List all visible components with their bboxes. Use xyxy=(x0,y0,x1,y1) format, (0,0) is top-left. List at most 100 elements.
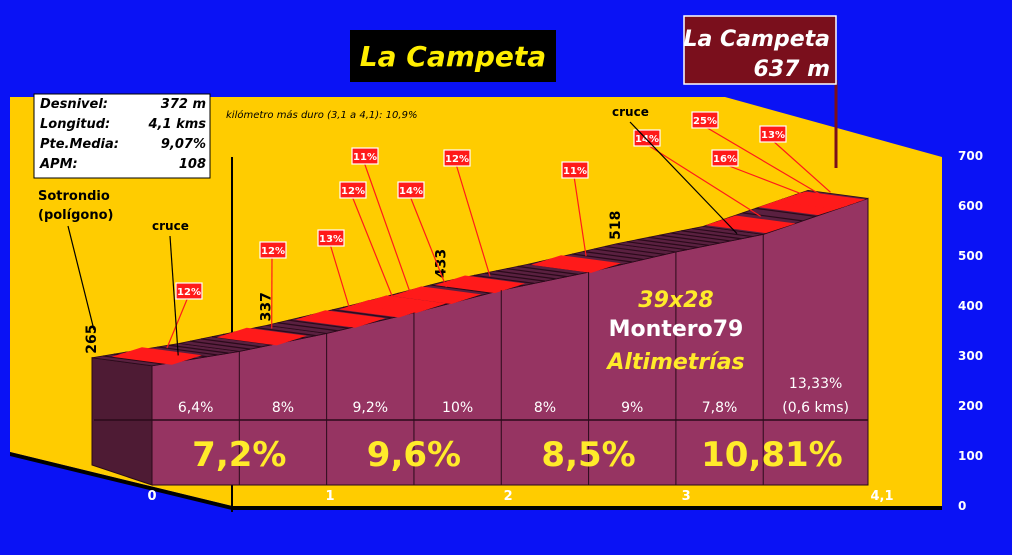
ramp-tag xyxy=(691,111,719,129)
road-stripe xyxy=(157,346,218,356)
segment-gradient-label: 10% xyxy=(442,400,473,416)
ramp-band xyxy=(775,191,866,210)
x-tick-label: 1 xyxy=(326,489,335,504)
road-stripe xyxy=(168,344,229,354)
y-tick-label: 300 xyxy=(958,349,983,363)
crossroad-label: cruce xyxy=(152,219,189,233)
ramp-leader-line xyxy=(703,125,823,196)
hardest-km-note: kilómetro más duro (3,1 a 4,1): 10,9% xyxy=(226,109,417,121)
ramp-tag xyxy=(317,229,345,247)
ramp-tag xyxy=(711,149,739,167)
road-stripe xyxy=(332,309,393,319)
road-stripe xyxy=(484,272,546,282)
y-tick-label: 600 xyxy=(958,199,983,213)
road-stripe xyxy=(288,319,349,329)
km-gradient-label: 10,81% xyxy=(701,435,843,475)
ramp-tag xyxy=(259,241,287,259)
ramp-leader-line xyxy=(573,175,587,257)
ramp-leader-line xyxy=(771,139,831,193)
start-label-line2: (polígono) xyxy=(38,208,113,223)
crossroad-leader xyxy=(169,235,179,356)
ramp-leader-line xyxy=(455,163,491,277)
segment-gradient-label: 7,8% xyxy=(702,400,738,416)
road-stripe xyxy=(190,340,251,350)
x-tick-label: 3 xyxy=(682,489,691,504)
km-gradient-label: 7,2% xyxy=(192,435,286,475)
ramp-tag xyxy=(339,181,367,199)
ramp-band xyxy=(295,310,386,328)
road-stripe xyxy=(473,274,535,284)
start-leader xyxy=(67,225,95,331)
ramp-tag-label: 13% xyxy=(319,234,343,245)
ramp-leader-line xyxy=(645,143,762,217)
road-stripe xyxy=(201,338,262,348)
ramp-tag-label: 12% xyxy=(341,186,365,197)
summit-name: La Campeta xyxy=(684,27,830,52)
km-gradient-label: 9,6% xyxy=(367,435,461,475)
summit-altitude: 637 m xyxy=(753,57,830,82)
ramp-tag xyxy=(397,181,425,199)
road-stripe xyxy=(255,327,316,337)
crossroad-leader xyxy=(629,121,738,235)
ramp-tag-label: 16% xyxy=(713,154,737,165)
ramp-tag xyxy=(443,149,471,167)
road-stripe xyxy=(430,284,491,294)
segment-gradient-label: 8% xyxy=(534,400,556,416)
ramp-band xyxy=(111,347,202,365)
ramp-band xyxy=(391,286,482,304)
road-stripe xyxy=(670,232,731,242)
ramp-leader-line xyxy=(723,163,814,199)
watermark-line3: Altimetrías xyxy=(605,350,744,375)
ramp-tag-label: 11% xyxy=(353,152,377,163)
ramp-leader-line xyxy=(409,195,447,288)
road-stripe xyxy=(755,207,816,217)
altitude-label: 337 xyxy=(259,292,275,321)
ramp-tag-label: 11% xyxy=(563,166,587,177)
road-stripe xyxy=(648,236,709,246)
ramp-tag-label: 25% xyxy=(693,116,717,127)
road-stripe xyxy=(583,250,644,261)
road-stripe xyxy=(593,248,655,258)
road-stripe xyxy=(495,270,556,280)
ramp-tag xyxy=(175,282,203,300)
road-stripe xyxy=(277,322,338,332)
km-gradient-label: 8,5% xyxy=(541,435,635,475)
segment-gradient-label: 6,4% xyxy=(178,400,214,416)
chart-title: La Campeta xyxy=(360,40,546,73)
ramp-tag-label: 12% xyxy=(261,246,285,257)
road-stripe xyxy=(506,268,567,278)
y-tick-label: 100 xyxy=(958,449,983,463)
stats-value: 108 xyxy=(179,157,206,172)
stats-label: Desnivel: xyxy=(40,97,108,112)
road-stripe xyxy=(692,227,753,238)
y-tick-label: 400 xyxy=(958,299,983,313)
x-tick-label: 4,1 xyxy=(870,489,893,504)
y-tick-label: 500 xyxy=(958,249,983,263)
watermark-line2: Montero79 xyxy=(609,317,744,342)
watermark-line1: 39x28 xyxy=(638,288,713,313)
altitude-label: 265 xyxy=(84,325,100,354)
ramp-leader-line xyxy=(363,161,412,297)
y-tick-label: 0 xyxy=(958,499,966,513)
y-tick-label: 700 xyxy=(958,149,983,163)
stats-value: 9,07% xyxy=(161,137,206,152)
road-stripe xyxy=(572,253,633,263)
profile-left-wall xyxy=(91,357,153,486)
ramp-band xyxy=(356,295,447,313)
stats-value: 4,1 kms xyxy=(148,117,207,132)
stats-box xyxy=(33,93,211,179)
stats-label: Longitud: xyxy=(40,117,110,132)
ramp-tag xyxy=(759,125,787,143)
last-segment-note: (0,6 kms) xyxy=(782,400,849,416)
stats-value: 372 m xyxy=(161,97,206,112)
ramp-band xyxy=(435,275,525,294)
ramp-tag xyxy=(633,129,661,147)
ramp-band xyxy=(705,215,796,234)
x-tick-label: 0 xyxy=(147,489,156,504)
ramp-leader-line xyxy=(351,195,395,301)
road-stripe xyxy=(742,212,803,222)
ramp-tag xyxy=(561,161,589,179)
altitude-label: 518 xyxy=(608,211,624,240)
ramp-leader-line xyxy=(166,296,189,349)
ramp-tag-label: 12% xyxy=(445,154,469,165)
